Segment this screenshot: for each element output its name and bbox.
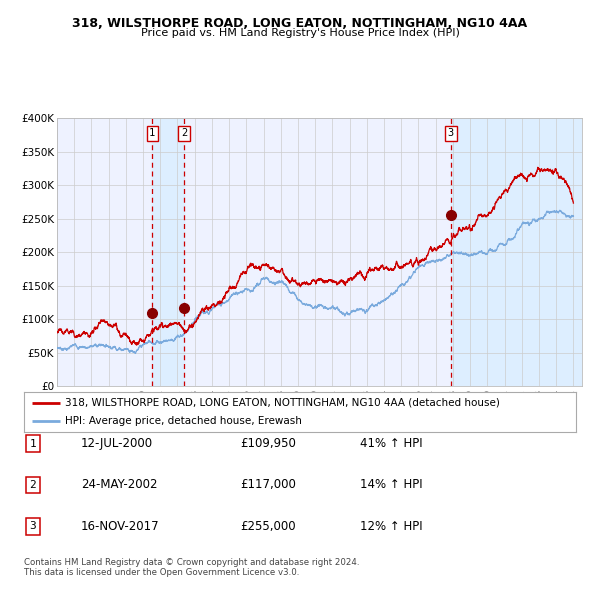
Text: 24-MAY-2002: 24-MAY-2002	[81, 478, 157, 491]
Text: Contains HM Land Registry data © Crown copyright and database right 2024.
This d: Contains HM Land Registry data © Crown c…	[24, 558, 359, 577]
Text: 41% ↑ HPI: 41% ↑ HPI	[360, 437, 422, 450]
Text: 14% ↑ HPI: 14% ↑ HPI	[360, 478, 422, 491]
Text: HPI: Average price, detached house, Erewash: HPI: Average price, detached house, Erew…	[65, 416, 302, 426]
Text: 2: 2	[29, 480, 37, 490]
Text: £117,000: £117,000	[240, 478, 296, 491]
Text: Price paid vs. HM Land Registry's House Price Index (HPI): Price paid vs. HM Land Registry's House …	[140, 28, 460, 38]
Text: 3: 3	[448, 129, 454, 139]
Bar	[152, 118, 184, 386]
Text: 318, WILSTHORPE ROAD, LONG EATON, NOTTINGHAM, NG10 4AA (detached house): 318, WILSTHORPE ROAD, LONG EATON, NOTTIN…	[65, 398, 500, 408]
Text: 1: 1	[29, 439, 37, 448]
Bar	[451, 118, 582, 386]
Text: £109,950: £109,950	[240, 437, 296, 450]
Text: 12% ↑ HPI: 12% ↑ HPI	[360, 520, 422, 533]
Text: 12-JUL-2000: 12-JUL-2000	[81, 437, 153, 450]
Text: 16-NOV-2017: 16-NOV-2017	[81, 520, 160, 533]
Text: 318, WILSTHORPE ROAD, LONG EATON, NOTTINGHAM, NG10 4AA: 318, WILSTHORPE ROAD, LONG EATON, NOTTIN…	[73, 17, 527, 30]
Text: 3: 3	[29, 522, 37, 531]
Text: £255,000: £255,000	[240, 520, 296, 533]
Text: 1: 1	[149, 129, 155, 139]
Text: 2: 2	[181, 129, 187, 139]
